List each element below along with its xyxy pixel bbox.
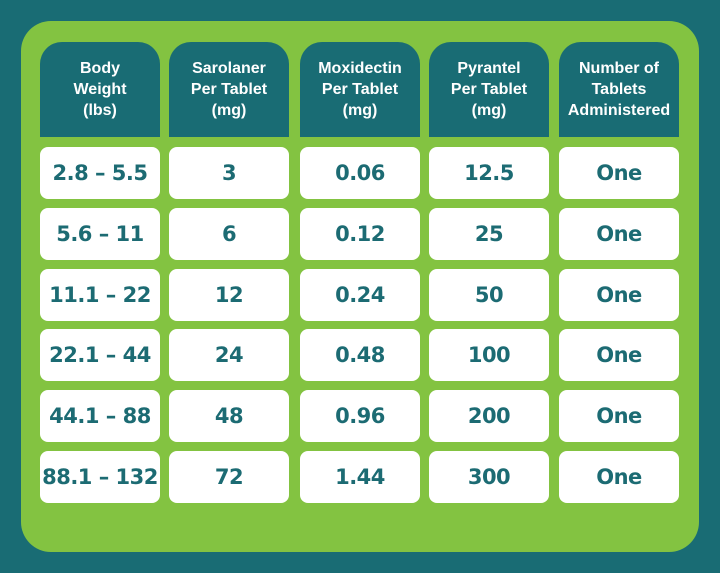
cell-sarolaner: 6 [169, 208, 289, 260]
cell-moxidectin: 0.96 [300, 390, 420, 442]
cell-pyrantel: 200 [429, 390, 549, 442]
cell-body-weight: 2.8 – 5.5 [40, 147, 160, 199]
cell-moxidectin: 0.12 [300, 208, 420, 260]
cell-body-weight: 44.1 – 88 [40, 390, 160, 442]
cell-moxidectin: 1.44 [300, 451, 420, 503]
cell-sarolaner: 48 [169, 390, 289, 442]
header-sarolaner: Sarolaner Per Tablet (mg) [169, 42, 289, 137]
cell-tablets: One [559, 329, 679, 381]
cell-sarolaner: 24 [169, 329, 289, 381]
cell-pyrantel: 100 [429, 329, 549, 381]
header-body-weight: Body Weight (lbs) [40, 42, 160, 137]
cell-moxidectin: 0.24 [300, 269, 420, 321]
cell-body-weight: 22.1 – 44 [40, 329, 160, 381]
cell-sarolaner: 72 [169, 451, 289, 503]
cell-tablets: One [559, 208, 679, 260]
cell-moxidectin: 0.48 [300, 329, 420, 381]
cell-tablets: One [559, 451, 679, 503]
cell-tablets: One [559, 147, 679, 199]
cell-sarolaner: 3 [169, 147, 289, 199]
cell-body-weight: 88.1 – 132 [40, 451, 160, 503]
cell-sarolaner: 12 [169, 269, 289, 321]
header-tablets: Number of Tablets Administered [559, 42, 679, 137]
header-pyrantel: Pyrantel Per Tablet (mg) [429, 42, 549, 137]
cell-pyrantel: 12.5 [429, 147, 549, 199]
cell-pyrantel: 300 [429, 451, 549, 503]
header-moxidectin: Moxidectin Per Tablet (mg) [300, 42, 420, 137]
cell-pyrantel: 50 [429, 269, 549, 321]
cell-pyrantel: 25 [429, 208, 549, 260]
cell-body-weight: 5.6 – 11 [40, 208, 160, 260]
cell-tablets: One [559, 269, 679, 321]
cell-moxidectin: 0.06 [300, 147, 420, 199]
cell-body-weight: 11.1 – 22 [40, 269, 160, 321]
cell-tablets: One [559, 390, 679, 442]
